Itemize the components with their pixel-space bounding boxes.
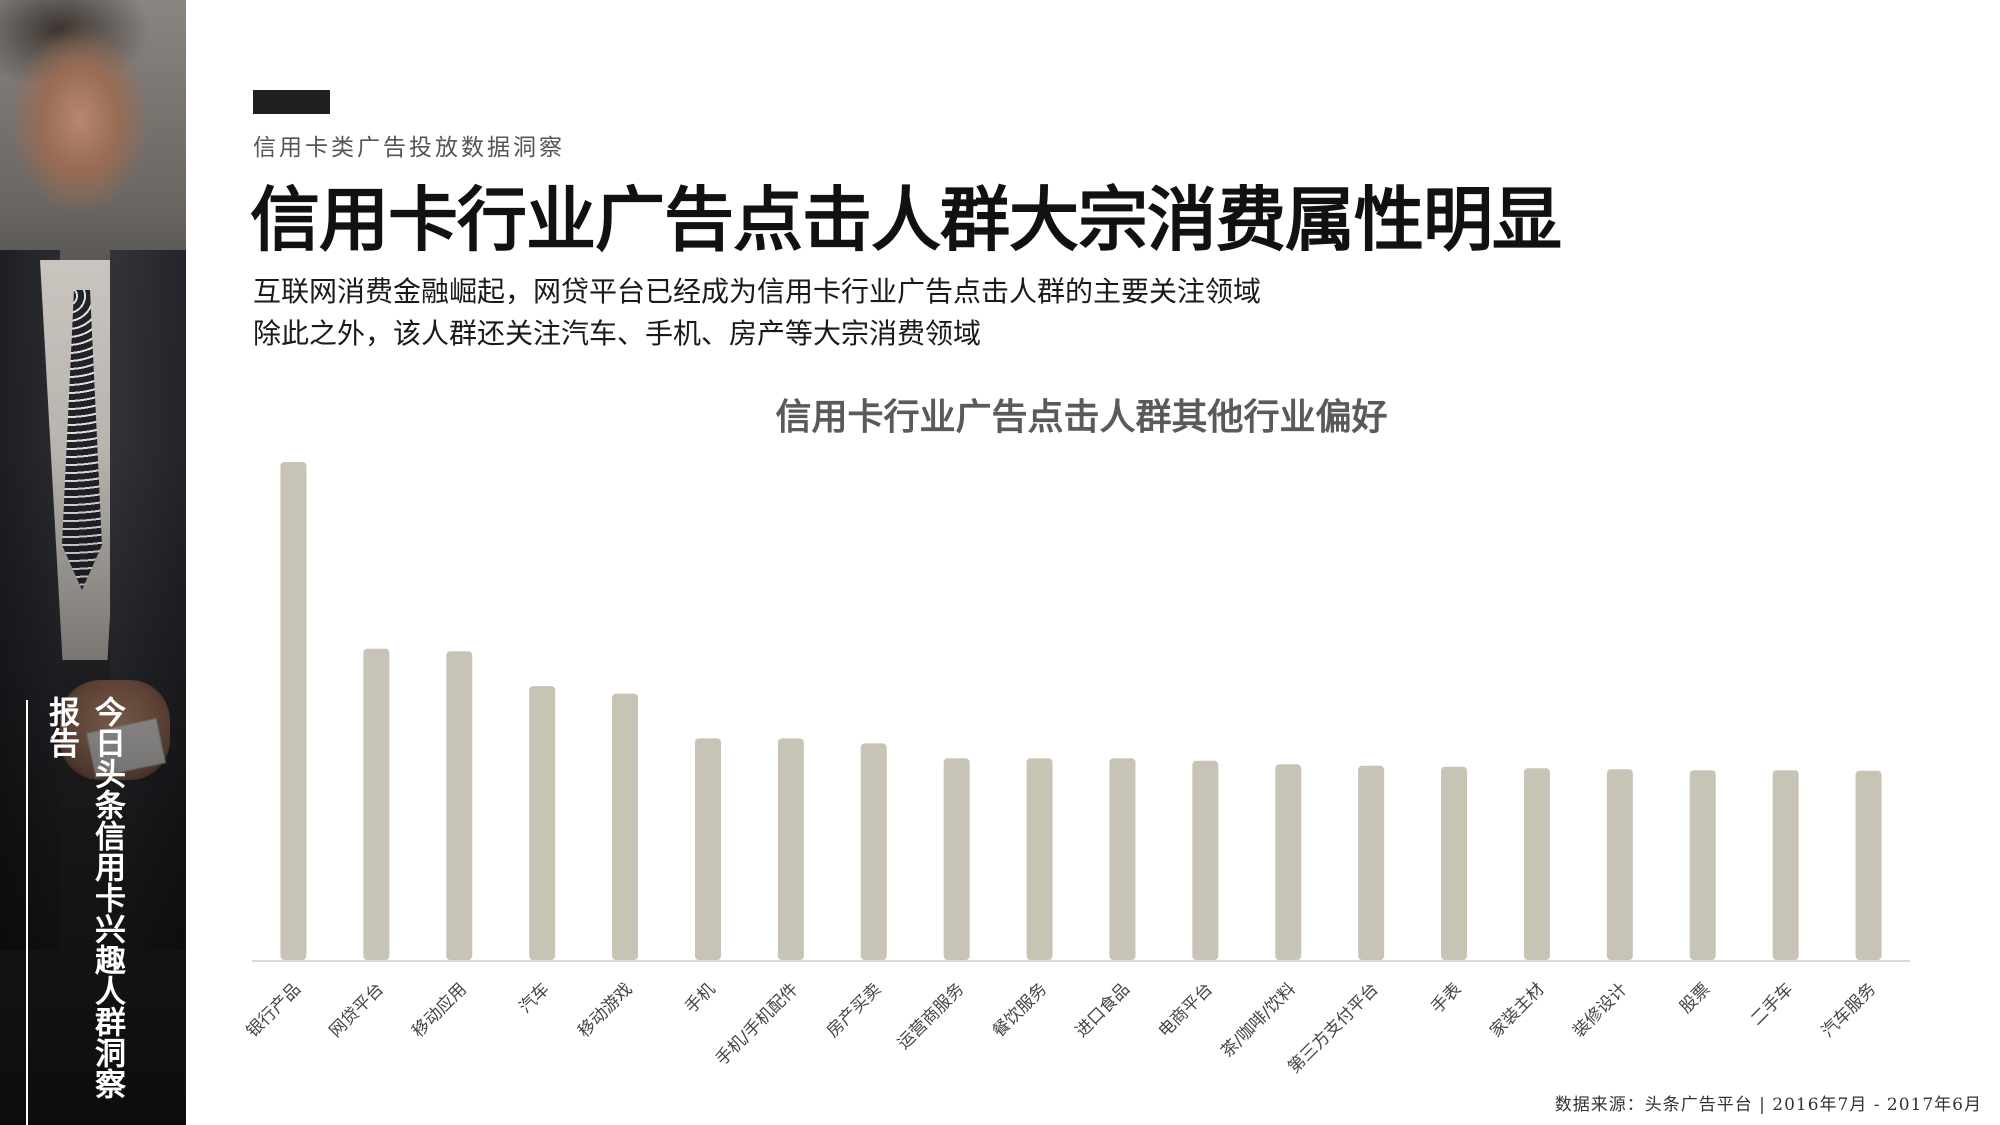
bar-0 (280, 462, 307, 960)
bar-10 (1109, 758, 1136, 960)
bar-9 (1026, 758, 1053, 960)
bar-3 (529, 686, 556, 960)
x-tick-label-14: 手表 (1427, 979, 1465, 1017)
bar-6 (777, 738, 804, 960)
description-line-1: 互联网消费金融崛起，网贷平台已经成为信用卡行业广告点击人群的主要关注领域 (253, 275, 1262, 308)
bar-2 (446, 651, 473, 960)
x-tick-label-10: 进口食品 (1072, 979, 1134, 1041)
sidebar-divider (26, 700, 28, 1125)
data-source: 数据来源：头条广告平台 | 2016年7月 - 2017年6月 (1554, 1095, 1982, 1115)
bar-13 (1358, 765, 1385, 960)
x-tick-label-4: 移动游戏 (574, 979, 636, 1041)
x-tick-label-8: 运营商服务 (894, 979, 968, 1053)
section-kicker: 信用卡类广告投放数据洞察 (253, 135, 565, 161)
description-line-2: 除此之外，该人群还关注汽车、手机、房产等大宗消费领域 (253, 317, 982, 350)
header-accent-bar (253, 90, 330, 114)
bar-14 (1441, 766, 1468, 960)
x-tick-label-3: 汽车 (516, 979, 554, 1017)
bar-12 (1275, 764, 1302, 960)
bar-1 (363, 648, 390, 960)
photo-shade (0, 0, 186, 1125)
side-photo (0, 0, 186, 1125)
page-title: 信用卡行业广告点击人群大宗消费属性明显 (250, 179, 1562, 261)
bar-18 (1772, 770, 1799, 960)
x-tick-label-0: 银行产品 (243, 979, 305, 1041)
x-tick-label-9: 餐饮服务 (989, 979, 1051, 1041)
chart-title: 信用卡行业广告点击人群其他行业偏好 (775, 397, 1388, 438)
x-tick-label-15: 家装主材 (1486, 979, 1548, 1041)
x-tick-label-11: 电商平台 (1155, 979, 1217, 1041)
bar-11 (1192, 760, 1219, 960)
bar-19 (1855, 770, 1882, 960)
bar-5 (694, 738, 721, 960)
x-tick-label-7: 房产买卖 (823, 979, 885, 1041)
x-tick-label-1: 网贷平台 (326, 979, 388, 1041)
x-tick-label-6: 手机/手机配件 (712, 979, 802, 1069)
x-tick-label-2: 移动应用 (409, 979, 471, 1041)
bar-8 (943, 758, 970, 960)
x-tick-label-12: 茶/咖啡/饮料 (1217, 979, 1299, 1061)
bar-15 (1523, 768, 1550, 960)
x-tick-label-16: 装修设计 (1569, 979, 1631, 1041)
x-tick-label-5: 手机 (681, 979, 719, 1017)
bar-16 (1606, 769, 1633, 960)
x-tick-label-17: 股票 (1676, 979, 1714, 1017)
bar-17 (1689, 770, 1716, 960)
x-tick-label-18: 二手车 (1747, 979, 1797, 1029)
bar-4 (612, 693, 639, 960)
x-tick-label-19: 汽车服务 (1818, 979, 1880, 1041)
bar-7 (860, 743, 887, 960)
sidebar-report-title: 今日头条信用卡兴趣人群洞察报告 (43, 696, 125, 1099)
